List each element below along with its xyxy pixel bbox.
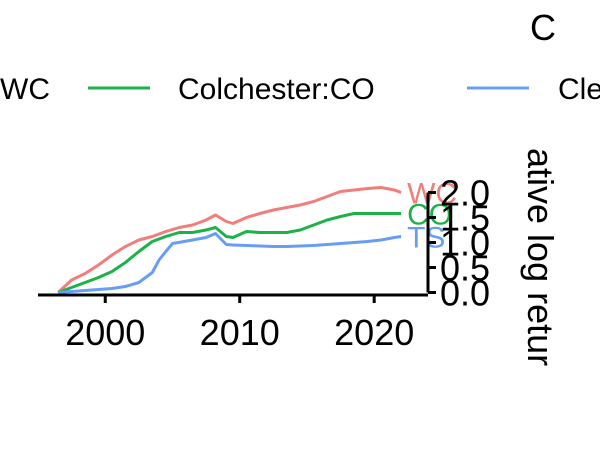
series-line-2: [58, 232, 402, 294]
y-axis-ticks: 0.00.51.01.52.0: [428, 173, 490, 314]
y-tick-label-2: 1.0: [440, 223, 490, 264]
chart-title: C: [530, 7, 556, 48]
x-tick-label-2: 2020: [334, 312, 414, 353]
series-group: [57, 186, 402, 294]
y-tick-label-4: 2.0: [440, 173, 490, 214]
y-tick-label-0: 0.0: [440, 273, 490, 314]
legend-label-0: WC: [0, 73, 50, 106]
y-tick-label-3: 1.5: [440, 198, 490, 239]
series-line-0: [57, 186, 402, 294]
x-tick-label-0: 2000: [65, 312, 145, 353]
legend: WC Colchester:CO Cle: [0, 73, 600, 106]
series-end-label-1: CO: [407, 199, 452, 232]
y-tick-label-1: 0.5: [440, 248, 490, 289]
y-axis-title: ative log retur: [520, 148, 561, 366]
legend-label-2: Cle: [558, 73, 600, 106]
legend-label-1: Colchester:CO: [178, 73, 375, 106]
series-end-label-2: TS: [407, 222, 445, 255]
series-line-1: [57, 212, 402, 294]
x-axis-ticks: 2000 2010 2020: [65, 295, 414, 353]
x-tick-label-1: 2010: [200, 312, 280, 353]
